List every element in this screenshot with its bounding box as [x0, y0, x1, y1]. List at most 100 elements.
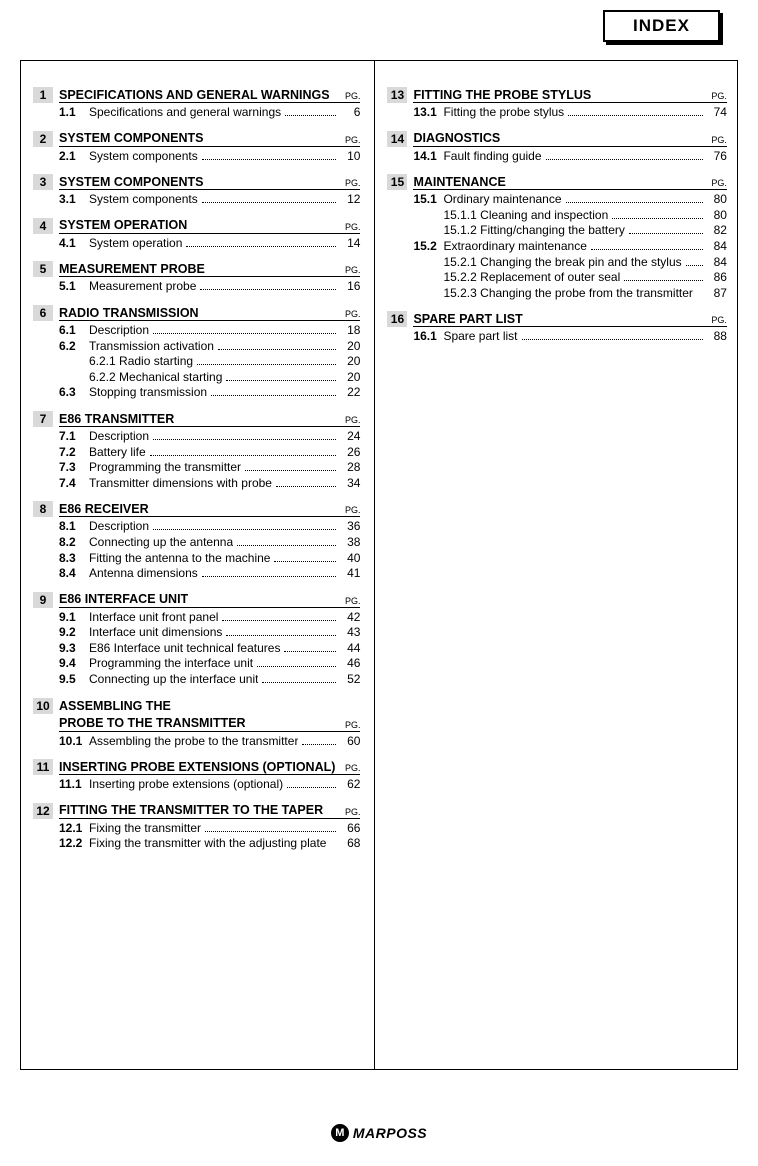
entry-page: 26	[340, 445, 360, 461]
entry-number: 12.1	[59, 821, 89, 837]
section-title: PROBE TO THE TRANSMITTER	[59, 716, 246, 730]
footer-logo: M MARPOSS	[0, 1124, 758, 1142]
entry-label: Interface unit dimensions	[89, 625, 222, 641]
index-entry: 15.2.3 Changing the probe from the trans…	[387, 286, 726, 302]
chapter-number: 5	[33, 261, 53, 277]
entry-label: Interface unit front panel	[89, 610, 218, 626]
index-entry: 7.3Programming the transmitter28	[33, 460, 360, 476]
entry-page: 43	[340, 625, 360, 641]
chapter-number: 14	[387, 131, 407, 147]
entry-page: 10	[340, 149, 360, 165]
section-title: SPECIFICATIONS AND GENERAL WARNINGS	[59, 88, 330, 102]
section-title: E86 TRANSMITTER	[59, 412, 174, 426]
section-title: MEASUREMENT PROBE	[59, 262, 205, 276]
entry-label: Inserting probe extensions (optional)	[89, 777, 283, 793]
entry-page: 84	[707, 255, 727, 271]
entry-number: 7.2	[59, 445, 89, 461]
index-section: 6RADIO TRANSMISSIONPG.6.1Description186.…	[33, 305, 360, 401]
pg-label: PG.	[345, 309, 361, 319]
brand-icon: M	[331, 1124, 349, 1142]
entry-page: 40	[340, 551, 360, 567]
entry-page: 52	[340, 672, 360, 688]
entry-number: 10.1	[59, 734, 89, 750]
index-entry: 4.1System operation14	[33, 236, 360, 252]
entry-page: 16	[340, 279, 360, 295]
index-entry: 5.1Measurement probe16	[33, 279, 360, 295]
entry-page: 87	[707, 286, 727, 302]
pg-label: PG.	[345, 596, 361, 606]
entry-label: Specifications and general warnings	[89, 105, 281, 121]
section-title: E86 RECEIVER	[59, 502, 149, 516]
pg-label: PG.	[711, 178, 727, 188]
entry-number: 7.4	[59, 476, 89, 492]
index-section: 12FITTING THE TRANSMITTER TO THE TAPERPG…	[33, 803, 360, 852]
section-title: SYSTEM COMPONENTS	[59, 131, 203, 145]
entry-label: 6.2.2 Mechanical starting	[89, 370, 222, 386]
section-title: INSERTING PROBE EXTENSIONS (OPTIONAL)	[59, 760, 335, 774]
index-section: 14DIAGNOSTICSPG.14.1Fault finding guide7…	[387, 131, 726, 165]
entry-label: Antenna dimensions	[89, 566, 198, 582]
index-section: 10ASSEMBLING THEPROBE TO THE TRANSMITTER…	[33, 698, 360, 750]
index-section: 13FITTING THE PROBE STYLUSPG.13.1Fitting…	[387, 87, 726, 121]
chapter-number: 10	[33, 698, 53, 714]
section-title: SPARE PART LIST	[413, 312, 522, 326]
chapter-number: 6	[33, 305, 53, 321]
entry-label: Connecting up the interface unit	[89, 672, 258, 688]
entry-number: 9.3	[59, 641, 89, 657]
index-section: 5MEASUREMENT PROBEPG.5.1Measurement prob…	[33, 261, 360, 295]
entry-label: System operation	[89, 236, 182, 252]
entry-label: Transmitter dimensions with probe	[89, 476, 272, 492]
index-entry: 9.5Connecting up the interface unit52	[33, 672, 360, 688]
brand-name: MARPOSS	[353, 1125, 427, 1141]
index-entry: 11.1Inserting probe extensions (optional…	[33, 777, 360, 793]
entry-page: 20	[340, 370, 360, 386]
entry-number: 15.1	[413, 192, 443, 208]
pg-label: PG.	[345, 807, 361, 817]
entry-page: 38	[340, 535, 360, 551]
entry-number: 2.1	[59, 149, 89, 165]
entry-page: 20	[340, 339, 360, 355]
entry-page: 88	[707, 329, 727, 345]
section-title: FITTING THE PROBE STYLUS	[413, 88, 591, 102]
entry-page: 24	[340, 429, 360, 445]
entry-page: 80	[707, 208, 727, 224]
index-entry: 6.2.2 Mechanical starting 20	[33, 370, 360, 386]
entry-page: 18	[340, 323, 360, 339]
entry-page: 68	[340, 836, 360, 852]
index-entry: 7.2Battery life 26	[33, 445, 360, 461]
entry-label: Spare part list	[443, 329, 517, 345]
entry-number: 1.1	[59, 105, 89, 121]
entry-page: 62	[340, 777, 360, 793]
entry-page: 22	[340, 385, 360, 401]
index-entry: 13.1Fitting the probe stylus74	[387, 105, 726, 121]
entry-number: 16.1	[413, 329, 443, 345]
right-column: 13FITTING THE PROBE STYLUSPG.13.1Fitting…	[375, 61, 740, 1069]
index-entry: 8.3Fitting the antenna to the machine40	[33, 551, 360, 567]
entry-page: 74	[707, 105, 727, 121]
chapter-number: 16	[387, 311, 407, 327]
entry-label: E86 Interface unit technical features	[89, 641, 280, 657]
index-entry: 9.1Interface unit front panel 42	[33, 610, 360, 626]
entry-number: 8.3	[59, 551, 89, 567]
entry-number: 15.2	[413, 239, 443, 255]
index-tab: INDEX	[603, 10, 720, 42]
index-entry: 15.1Ordinary maintenance80	[387, 192, 726, 208]
entry-page: 42	[340, 610, 360, 626]
entry-number: 9.4	[59, 656, 89, 672]
pg-label: PG.	[345, 222, 361, 232]
entry-number: 6.1	[59, 323, 89, 339]
entry-label: 15.2.1 Changing the break pin and the st…	[443, 255, 681, 271]
index-entry: 14.1Fault finding guide76	[387, 149, 726, 165]
chapter-number: 3	[33, 174, 53, 190]
index-entry: 9.4Programming the interface unit46	[33, 656, 360, 672]
entry-page: 34	[340, 476, 360, 492]
entry-label: Battery life	[89, 445, 146, 461]
index-entry: 8.1Description36	[33, 519, 360, 535]
entry-label: Fixing the transmitter	[89, 821, 201, 837]
pg-label: PG.	[345, 135, 361, 145]
entry-label: Measurement probe	[89, 279, 196, 295]
index-entry: 15.1.1 Cleaning and inspection 80	[387, 208, 726, 224]
entry-number: 9.1	[59, 610, 89, 626]
pg-label: PG.	[345, 763, 361, 773]
entry-label: 15.1.1 Cleaning and inspection	[443, 208, 608, 224]
